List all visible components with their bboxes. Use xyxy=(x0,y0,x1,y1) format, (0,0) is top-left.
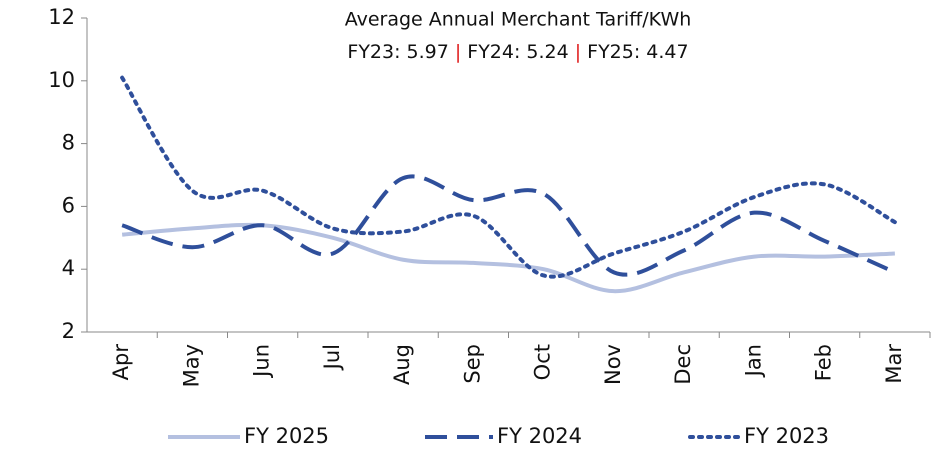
chart-title: Average Annual Merchant Tariff/KWh xyxy=(345,9,692,31)
x-tick-label: Sep xyxy=(460,344,484,384)
x-tick-label: Jun xyxy=(250,344,274,379)
y-tick-label: 6 xyxy=(62,193,75,217)
subtitle-part: FY24: 5.24 xyxy=(467,41,568,63)
x-tick-label: Mar xyxy=(882,344,906,384)
legend-label: FY 2023 xyxy=(744,424,829,448)
line-series xyxy=(120,75,897,279)
x-tick-label: May xyxy=(179,344,203,387)
y-tick-label: 2 xyxy=(62,319,75,343)
legend-label: FY 2024 xyxy=(497,424,582,448)
y-tick-label: 8 xyxy=(62,131,75,155)
y-tick-label: 4 xyxy=(62,256,75,280)
y-tick-label: 12 xyxy=(48,5,75,29)
x-tick-label: Jan xyxy=(741,344,765,378)
chart-subtitle: FY23: 5.97 | FY24: 5.24 | FY25: 4.47 xyxy=(347,41,688,63)
x-tick-label: Feb xyxy=(812,344,836,381)
x-tick-label: Jul xyxy=(320,344,344,371)
y-tick-label: 10 xyxy=(48,68,75,92)
x-tick-label: Aug xyxy=(390,344,414,385)
separator: | xyxy=(575,41,581,63)
line-series xyxy=(121,174,896,277)
subtitle-part: FY23: 5.97 xyxy=(347,41,448,63)
subtitle-part: FY25: 4.47 xyxy=(587,41,688,63)
x-tick-label: Nov xyxy=(601,344,625,385)
separator: | xyxy=(455,41,461,63)
x-tick-label: Dec xyxy=(671,344,695,385)
x-tick-label: Oct xyxy=(531,344,555,380)
x-tick-label: Apr xyxy=(109,344,133,381)
line-series xyxy=(121,222,895,294)
legend-label: FY 2025 xyxy=(244,424,329,448)
